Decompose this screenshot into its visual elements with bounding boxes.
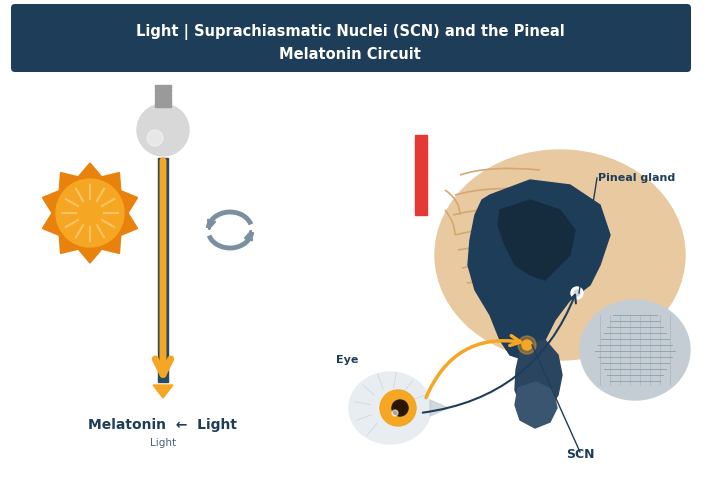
Text: Eye: Eye (335, 355, 358, 365)
Circle shape (380, 390, 416, 426)
Circle shape (522, 340, 532, 350)
Text: Pineal gland: Pineal gland (598, 173, 675, 183)
Ellipse shape (349, 372, 431, 444)
Circle shape (392, 410, 398, 416)
Text: Melatonin Circuit: Melatonin Circuit (279, 48, 421, 63)
Polygon shape (468, 180, 610, 360)
Text: Melatonin  ←  Light: Melatonin ← Light (88, 418, 238, 432)
Text: Light: Light (150, 438, 176, 448)
Circle shape (137, 104, 189, 156)
Ellipse shape (580, 300, 690, 400)
Bar (155, 89, 171, 92)
Circle shape (571, 287, 583, 299)
Circle shape (574, 290, 580, 296)
Circle shape (392, 400, 408, 416)
Polygon shape (43, 163, 137, 263)
Polygon shape (430, 400, 448, 416)
Ellipse shape (435, 150, 685, 360)
Bar (155, 93, 171, 96)
Circle shape (518, 336, 536, 354)
Circle shape (147, 130, 163, 146)
Text: Light | Suprachiasmatic Nuclei (SCN) and the Pineal: Light | Suprachiasmatic Nuclei (SCN) and… (135, 24, 565, 40)
Polygon shape (515, 340, 562, 415)
Polygon shape (498, 200, 575, 280)
Bar (158, 158, 168, 382)
Text: SCN: SCN (566, 448, 595, 462)
Bar (155, 85, 171, 88)
Polygon shape (515, 382, 557, 428)
Polygon shape (153, 385, 173, 398)
Circle shape (56, 179, 124, 247)
Bar (155, 97, 171, 107)
Bar (415, 135, 427, 215)
FancyBboxPatch shape (11, 4, 691, 72)
